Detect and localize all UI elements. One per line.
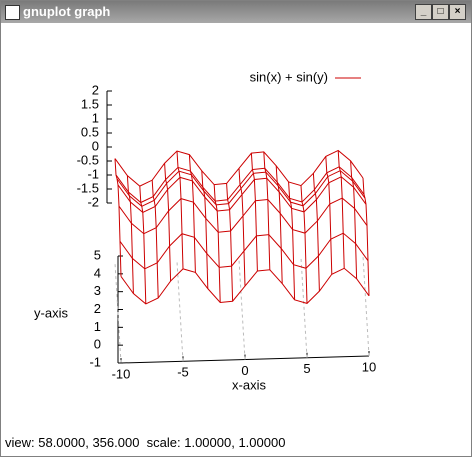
y-tick-label: 3	[94, 283, 101, 298]
surface-column	[151, 180, 159, 299]
surface-column	[263, 151, 271, 270]
surface-column	[250, 153, 258, 272]
z-tick-label: -1.5	[77, 180, 99, 195]
surface-column	[325, 156, 333, 275]
z-tick-label: -1	[87, 166, 99, 181]
minimize-button[interactable]: _	[415, 4, 432, 20]
window-icon	[5, 5, 20, 20]
y-tick-label: -1	[89, 354, 101, 369]
x-tick-label: -5	[177, 365, 189, 380]
surface-column	[213, 184, 221, 303]
z-tick-label: 0.5	[81, 124, 99, 139]
surface-column	[164, 163, 172, 282]
y-tick-label: 0	[94, 337, 101, 352]
y-tick-label: 2	[94, 301, 101, 316]
x-axis-label: x-axis	[232, 377, 266, 392]
surface-column	[275, 165, 283, 284]
z-tick-label: 2	[92, 82, 99, 97]
surface-column	[238, 168, 246, 287]
y-axis-label: y-axis	[34, 305, 68, 320]
floor-grid-line	[114, 262, 122, 364]
x-tick-label: 10	[362, 359, 376, 374]
z-tick-label: -2	[87, 194, 99, 209]
z-tick-label: 1	[92, 110, 99, 125]
surface-column	[114, 158, 122, 277]
floor-grid-line	[238, 259, 246, 360]
floor-grid-line	[300, 257, 308, 358]
surface-column	[201, 170, 209, 289]
surface-column	[350, 160, 358, 279]
surface-column	[312, 173, 320, 292]
z-tick-label: 1.5	[81, 96, 99, 111]
surface-column	[126, 175, 134, 294]
x-tick-label: 5	[303, 361, 310, 376]
surface-column	[188, 154, 196, 273]
close-button[interactable]: ×	[449, 4, 466, 20]
window-title: gnuplot graph	[23, 4, 111, 19]
y-tick-label: 5	[94, 247, 101, 262]
x-tick-label: -10	[112, 366, 131, 381]
x-tick-label: 0	[241, 363, 248, 378]
title-bar: gnuplot graph _ □ ×	[1, 1, 471, 23]
maximize-button[interactable]: □	[432, 4, 449, 20]
y-tick-label: 4	[94, 265, 101, 280]
floor-grid-line	[176, 261, 184, 362]
surface-column	[337, 150, 345, 269]
surface-column	[300, 185, 308, 304]
z-tick-label: 0	[92, 138, 99, 153]
surface-column	[226, 183, 234, 302]
surface-column	[362, 177, 370, 296]
status-bar: view: 58.0000, 356.000 scale: 1.00000, 1…	[5, 435, 286, 450]
surface-column	[139, 186, 147, 304]
chart: -10 -5 0 5 10-1012345-2-1.5-1-0.500.511.52x-…	[34, 69, 376, 392]
floor-grid-line	[362, 255, 370, 357]
surface-column	[288, 181, 296, 300]
z-tick-label: -0.5	[77, 152, 99, 167]
y-tick-label: 1	[94, 319, 101, 334]
legend-label: sin(x) + sin(y)	[250, 69, 328, 84]
surface-column	[176, 150, 184, 269]
